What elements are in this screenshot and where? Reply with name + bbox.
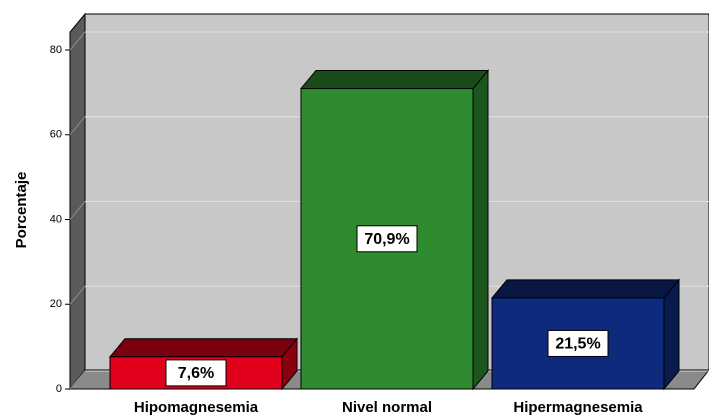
y-tick-label: 80 [50, 44, 62, 56]
bar-side [472, 69, 489, 391]
bar-top [490, 279, 681, 299]
bar-top [108, 338, 299, 358]
y-tick-label: 20 [50, 298, 62, 310]
grid-line [69, 31, 86, 51]
x-tick-label: Hipermagnesemia [513, 399, 643, 416]
value-label-box [356, 225, 418, 253]
value-label: 70,9% [364, 231, 409, 248]
bar-top [299, 70, 490, 90]
y-axis-label: Porcentaje [13, 172, 30, 249]
grid-line [69, 285, 86, 305]
value-label-box [165, 359, 227, 387]
left-wall [69, 12, 86, 391]
grid-line [69, 201, 86, 220]
value-label-box [547, 329, 609, 357]
grid-line [69, 116, 86, 136]
value-label: 21,5% [555, 336, 600, 353]
y-tick-label: 40 [50, 213, 62, 225]
bar-side [663, 278, 680, 391]
x-tick-label: Nivel normal [342, 399, 432, 416]
y-tick-label: 0 [56, 383, 62, 395]
value-label: 7,6% [178, 365, 214, 382]
y-tick-label: 60 [50, 129, 62, 141]
grid-line [69, 370, 86, 390]
x-tick-label: Hipomagnesemia [134, 399, 259, 416]
